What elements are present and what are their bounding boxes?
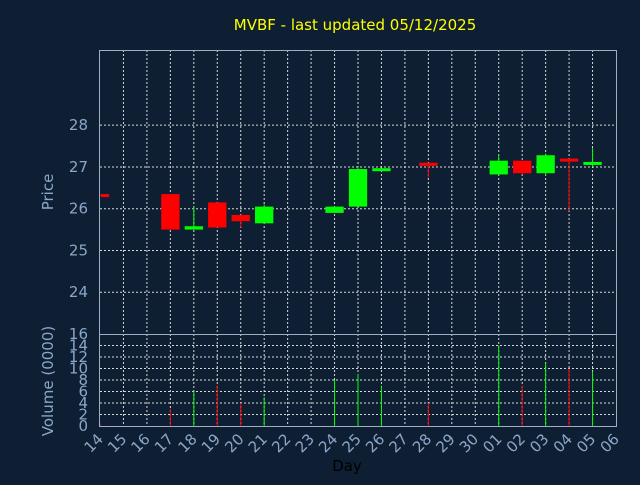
candle-body <box>101 194 110 198</box>
chart-title: MVBF - last updated 05/12/2025 <box>234 16 477 34</box>
volume-tick-label: 4 <box>78 394 88 412</box>
price-tick-label: 27 <box>69 158 88 176</box>
candle-body <box>348 169 368 207</box>
candle-body <box>513 160 532 174</box>
price-ticks: 24 25 26 27 28 <box>69 116 88 301</box>
x-ticks: 1415161718192021222324252627282930010203… <box>81 430 623 456</box>
volume-panel-frame <box>99 334 617 427</box>
x-axis-label: Day <box>332 457 362 475</box>
volume-tick-label: 10 <box>69 360 88 378</box>
candle-body <box>184 226 203 230</box>
price-tick-label: 26 <box>69 200 88 218</box>
candle-body <box>372 168 391 172</box>
candle-body <box>419 162 438 166</box>
price-tick-label: 28 <box>69 116 88 134</box>
candle-body <box>208 202 227 228</box>
volume-tick-label: 14 <box>69 337 88 355</box>
candle-body <box>559 158 579 162</box>
price-axis-label: Price <box>39 174 57 211</box>
volume-tick-label: 6 <box>78 383 88 401</box>
candle-body <box>489 160 508 175</box>
candle-body <box>231 214 250 222</box>
price-tick-label: 25 <box>69 241 88 259</box>
candle-body <box>583 161 602 165</box>
candles <box>99 148 602 230</box>
candle-body <box>536 155 555 174</box>
volume-axis-label: Volume (0000) <box>39 326 57 436</box>
volume-tick-label: 0 <box>78 417 88 435</box>
candle-body <box>255 206 274 224</box>
volume-tick-label: 2 <box>78 406 88 424</box>
candle-body <box>325 206 344 213</box>
candle-body <box>161 194 180 230</box>
price-tick-label: 24 <box>69 283 88 301</box>
volume-tick-label: 12 <box>69 348 88 366</box>
volume-tick-label: 16 <box>69 325 88 343</box>
volume-tick-label: 8 <box>78 371 88 389</box>
volume-bars <box>99 345 594 426</box>
